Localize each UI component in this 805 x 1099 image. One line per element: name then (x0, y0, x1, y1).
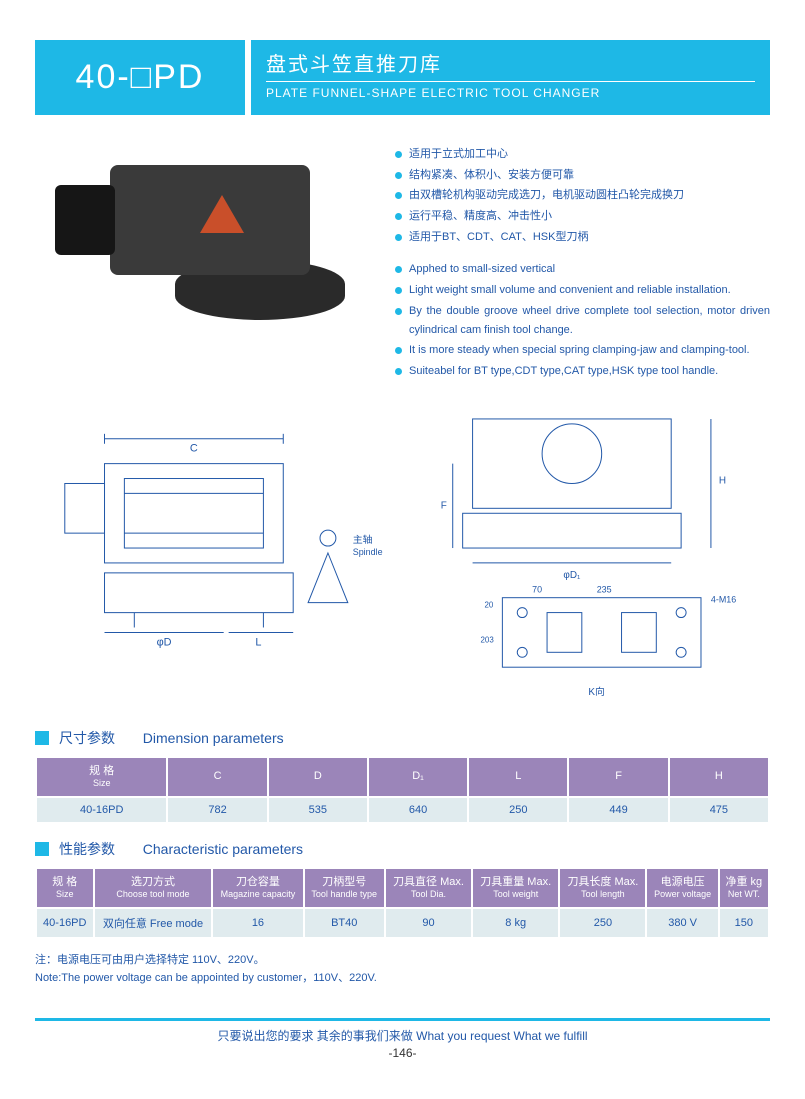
feature-cn: 由双槽轮机构驱动完成选刀，电机驱动圆柱凸轮完成换刀 (395, 186, 770, 205)
product-photo (35, 140, 375, 370)
footer-slogan: 只要说出您的要求 其余的事我们来做 What you request What … (35, 1027, 770, 1044)
svg-text:4-M16: 4-M16 (710, 594, 735, 604)
feature-en: Suiteabel for BT type,CDT type,CAT type,… (395, 362, 770, 381)
technical-diagram-left: C φD L 主轴 Spindle (35, 403, 393, 703)
svg-text:L: L (255, 636, 261, 648)
feature-list: 适用于立式加工中心 结构紧凑、体积小、安装方便可靠 由双槽轮机构驱动完成选刀，电… (395, 140, 770, 383)
svg-text:235: 235 (596, 584, 611, 594)
feature-en: Light weight small volume and convenient… (395, 281, 770, 300)
svg-text:φD: φD (157, 636, 172, 648)
section-title-cn: 性能参数 (59, 839, 115, 859)
title-divider (266, 81, 755, 82)
square-bullet-icon (35, 731, 49, 745)
header-row: 40-□PD 盘式斗笠直推刀库 PLATE FUNNEL-SHAPE ELECT… (35, 40, 770, 115)
title-box: 盘式斗笠直推刀库 PLATE FUNNEL-SHAPE ELECTRIC TOO… (251, 40, 770, 115)
note-cn: 注：电源电压可由用户选择特定 110V、220V。 (35, 951, 770, 970)
title-cn: 盘式斗笠直推刀库 (266, 48, 755, 77)
svg-text:20: 20 (484, 600, 493, 609)
svg-text:K向: K向 (588, 685, 605, 698)
notes: 注：电源电压可由用户选择特定 110V、220V。 Note:The power… (35, 951, 770, 988)
feature-cn: 适用于立式加工中心 (395, 145, 770, 164)
section-title-en: Dimension parameters (143, 730, 284, 746)
svg-text:φD₁: φD₁ (563, 569, 581, 580)
section-title-cn: 尺寸参数 (59, 728, 115, 748)
section-header-characteristic: 性能参数 Characteristic parameters (35, 839, 770, 859)
model-code: 40-□PD (35, 40, 245, 115)
diagram-row: C φD L 主轴 Spindle F (35, 403, 770, 703)
svg-text:H: H (718, 475, 725, 486)
title-en: PLATE FUNNEL-SHAPE ELECTRIC TOOL CHANGER (266, 86, 755, 100)
table-row: 40-16PD 782 535 640 250 449 475 (37, 798, 768, 822)
svg-text:F: F (440, 500, 446, 511)
dimension-table: 规 格Size C D D₁ L F H 40-16PD 782 535 640… (35, 756, 770, 824)
svg-text:70: 70 (532, 584, 542, 594)
feature-en: Apphed to small-sized vertical (395, 260, 770, 279)
svg-text:Spindle: Spindle (353, 547, 383, 557)
page-number: -146- (35, 1046, 770, 1060)
table-row: 40-16PD 双向任意 Free mode 16 BT40 90 8 kg 2… (37, 909, 768, 937)
svg-text:主轴: 主轴 (353, 533, 373, 546)
svg-text:C: C (190, 442, 198, 454)
feature-cn: 适用于BT、CDT、CAT、HSK型刀柄 (395, 228, 770, 247)
note-en: Note:The power voltage can be appointed … (35, 969, 770, 988)
square-bullet-icon (35, 842, 49, 856)
section-header-dimensions: 尺寸参数 Dimension parameters (35, 728, 770, 748)
upper-section: 适用于立式加工中心 结构紧凑、体积小、安装方便可靠 由双槽轮机构驱动完成选刀，电… (35, 140, 770, 383)
feature-en: It is more steady when special spring cl… (395, 341, 770, 360)
footer-divider (35, 1018, 770, 1021)
section-title-en: Characteristic parameters (143, 841, 303, 857)
feature-cn: 结构紧凑、体积小、安装方便可靠 (395, 166, 770, 185)
characteristic-table: 规 格Size 选刀方式Choose tool mode 刀仓容量Magazin… (35, 867, 770, 939)
feature-cn: 运行平稳、精度高、冲击性小 (395, 207, 770, 226)
triangle-logo-icon (200, 195, 244, 233)
svg-text:203: 203 (480, 635, 494, 644)
technical-diagram-right: F H φD₁ 70 235 4-M16 20 203 K向 (413, 403, 771, 703)
feature-en: By the double groove wheel drive complet… (395, 302, 770, 339)
